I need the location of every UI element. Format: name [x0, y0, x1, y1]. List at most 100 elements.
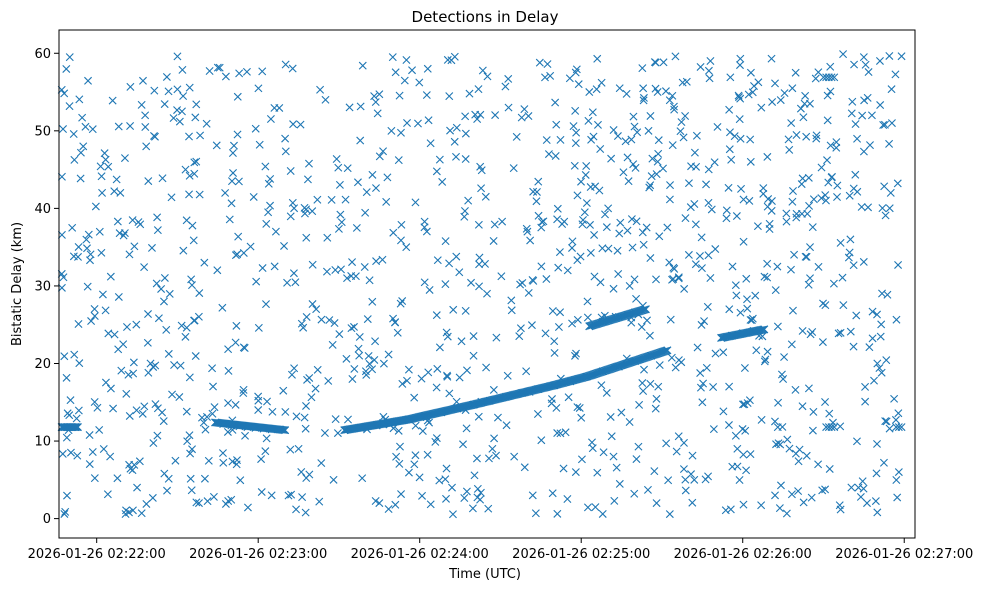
data-point: [615, 479, 624, 488]
data-point: [186, 474, 195, 483]
data-point: [739, 195, 748, 204]
data-point: [546, 71, 555, 80]
data-point: [666, 181, 675, 190]
data-point: [671, 52, 680, 61]
data-point: [462, 424, 471, 433]
data-point: [152, 279, 161, 288]
data-point: [452, 152, 460, 161]
data-point: [787, 119, 796, 128]
data-point: [851, 170, 860, 179]
data-point: [767, 197, 776, 206]
data-point: [647, 172, 656, 181]
data-point: [650, 467, 659, 476]
data-point: [719, 348, 728, 357]
data-point: [522, 224, 531, 233]
data-point: [586, 248, 595, 257]
data-point: [563, 495, 572, 503]
data-point: [552, 120, 561, 129]
data-point: [384, 350, 393, 359]
data-point: [861, 60, 870, 69]
data-point: [461, 155, 470, 164]
data-point: [719, 407, 728, 416]
data-point: [423, 416, 432, 425]
data-point: [823, 156, 832, 165]
data-point: [345, 103, 354, 112]
data-point: [410, 460, 419, 469]
data-point: [798, 326, 807, 335]
data-point: [631, 163, 640, 172]
data-point: [431, 437, 440, 446]
y-tick-label: 50: [34, 124, 51, 139]
data-point: [292, 505, 301, 514]
data-point: [261, 447, 270, 456]
y-tick-label: 40: [34, 202, 51, 217]
data-point: [83, 244, 91, 253]
data-point: [233, 456, 241, 465]
data-point: [182, 407, 191, 416]
data-point: [234, 232, 243, 241]
data-point: [621, 137, 630, 146]
data-point: [235, 69, 244, 78]
data-point: [375, 152, 384, 161]
data-point: [808, 223, 817, 232]
data-point: [803, 209, 812, 218]
data-point: [241, 431, 250, 440]
data-point: [760, 325, 769, 334]
x-tick-label: 2026-01-26 02:25:00: [512, 547, 650, 562]
data-point: [738, 329, 747, 338]
data-point: [305, 470, 314, 479]
data-point: [435, 476, 444, 485]
data-point: [114, 122, 123, 131]
data-point: [550, 337, 559, 346]
data-point: [164, 87, 173, 96]
data-point: [365, 359, 374, 368]
data-point: [515, 332, 524, 341]
data-point: [604, 244, 613, 253]
data-point: [564, 393, 573, 402]
data-point: [100, 149, 109, 158]
data-point: [638, 379, 647, 388]
data-point: [473, 493, 482, 502]
data-point: [364, 351, 373, 360]
data-point: [553, 215, 562, 224]
data-point: [490, 434, 499, 443]
data-point: [607, 154, 616, 163]
data-point: [703, 302, 712, 311]
data-point: [461, 129, 470, 138]
data-point: [373, 109, 382, 118]
data-point: [786, 265, 795, 274]
data-point: [865, 343, 874, 352]
data-point: [797, 180, 806, 189]
data-point: [693, 343, 702, 352]
data-point: [98, 290, 107, 299]
data-point: [90, 397, 99, 406]
data-point: [581, 170, 590, 179]
data-point: [665, 510, 674, 519]
data-point: [337, 218, 346, 227]
data-point: [751, 291, 760, 300]
data-point: [76, 148, 85, 157]
data-point: [98, 188, 107, 197]
data-point: [503, 371, 512, 380]
data-point: [575, 403, 584, 412]
data-point: [264, 208, 273, 217]
data-point: [556, 308, 565, 317]
data-point: [801, 252, 810, 261]
data-point: [735, 476, 744, 485]
data-point: [738, 425, 747, 434]
data-point: [397, 490, 406, 499]
data-point: [847, 483, 856, 492]
data-point: [74, 252, 82, 261]
data-point: [733, 462, 742, 471]
data-point: [164, 474, 173, 483]
data-point: [780, 89, 789, 98]
data-point: [81, 122, 90, 131]
data-point: [876, 332, 885, 341]
data-point: [885, 51, 894, 60]
data-point: [114, 292, 123, 301]
chart-title: Detections in Delay: [412, 8, 559, 26]
data-point: [477, 397, 486, 406]
data-point: [185, 373, 194, 382]
data-point: [696, 62, 705, 71]
data-point: [755, 331, 764, 340]
